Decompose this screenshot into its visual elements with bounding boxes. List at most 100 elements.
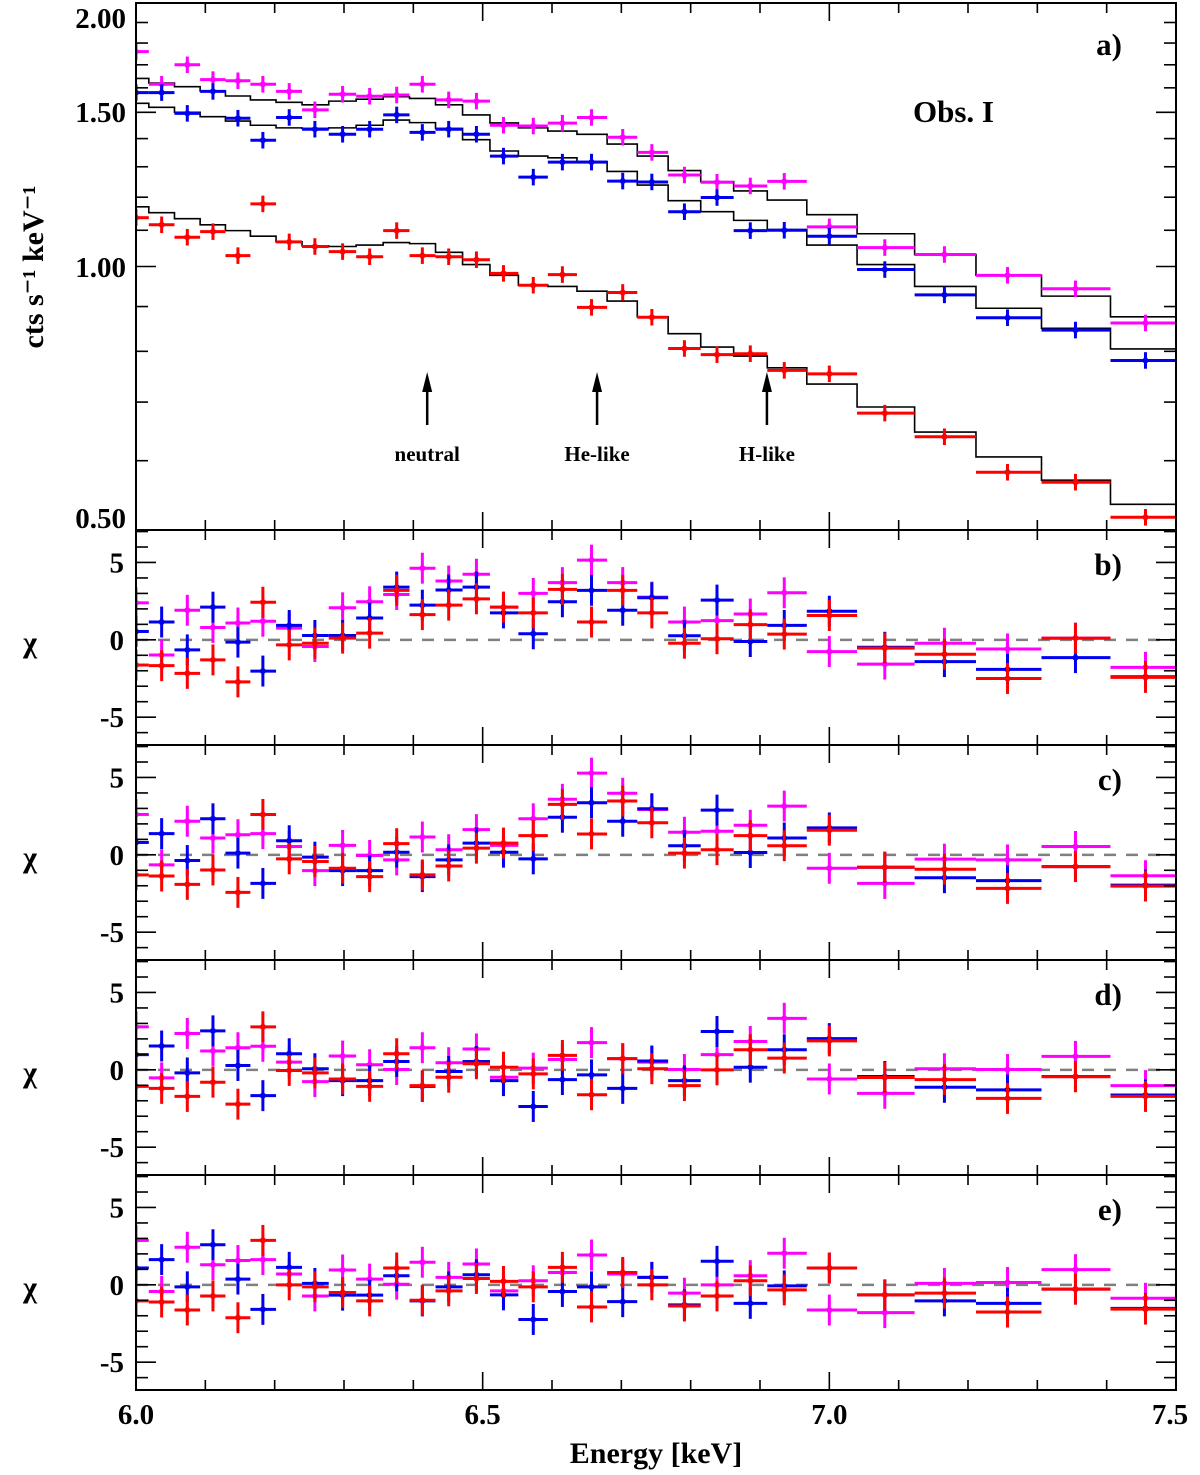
marker [681, 850, 688, 857]
residual-point-red [383, 828, 410, 860]
marker [530, 630, 537, 637]
marker [209, 834, 216, 841]
x-tick-label: 7.5 [1152, 1399, 1188, 1431]
data-point-magenta [767, 173, 807, 190]
y-tick-label: 0 [110, 1270, 125, 1302]
marker [648, 1065, 655, 1072]
marker [286, 837, 293, 844]
marker [681, 640, 688, 647]
residual-point-red [914, 853, 976, 885]
residual-point-blue [767, 609, 807, 641]
residual-point-red [435, 1275, 463, 1307]
residual-point-red [668, 1070, 701, 1102]
residual-point-red [148, 1072, 175, 1104]
marker [366, 630, 373, 637]
residual-point-blue [518, 1304, 548, 1335]
marker [530, 174, 537, 181]
y-tick-label: 0 [110, 840, 125, 872]
data-point-magenta [302, 101, 329, 119]
marker [419, 611, 426, 618]
residual-point-red [276, 1269, 303, 1301]
residual-point-red [806, 1252, 858, 1284]
marker [714, 807, 721, 814]
data-point-red [200, 223, 226, 240]
marker [826, 1037, 833, 1044]
marker [781, 178, 788, 185]
residual-panel-d: 5 0 -5 χ d) [22, 959, 1177, 1176]
data-point-blue [733, 222, 768, 239]
marker [209, 76, 216, 83]
marker [184, 607, 191, 614]
marker [1072, 654, 1079, 661]
marker [393, 1264, 400, 1271]
model-step-line-blue [136, 102, 1176, 350]
marker [781, 367, 788, 374]
marker [881, 410, 888, 417]
residual-point-red [733, 820, 768, 852]
data-point-red [733, 345, 768, 362]
residual-point-red [767, 618, 807, 650]
residual-point-red [767, 1042, 807, 1074]
residual-point-red [547, 1251, 577, 1283]
marker [286, 1067, 293, 1074]
residual-point-magenta [576, 1027, 608, 1059]
panel-label: c) [1098, 762, 1122, 797]
marker [714, 635, 721, 642]
marker [419, 834, 426, 841]
marker [339, 842, 346, 849]
residual-point-blue [225, 837, 251, 869]
residual-point-red [576, 818, 608, 850]
data-point-red [700, 346, 734, 363]
residual-point-red [637, 1269, 669, 1301]
residual-point-red [250, 798, 277, 830]
spectrum-y-axis-label: cts s⁻¹ keV⁻¹ [17, 186, 50, 349]
residual-point-red [302, 846, 329, 877]
residual-point-red [806, 814, 858, 846]
marker [681, 172, 688, 179]
residual-point-red [409, 859, 436, 891]
marker [781, 803, 788, 810]
residual-point-red [174, 1080, 201, 1112]
data-point-blue [547, 153, 577, 171]
marker [1142, 357, 1149, 364]
marker [619, 178, 626, 185]
marker [339, 865, 346, 872]
marker [530, 123, 537, 130]
marker [286, 855, 293, 862]
residual-point-magenta [1041, 831, 1111, 862]
panel-frame [135, 529, 1177, 746]
panel-label: a) [1096, 27, 1122, 62]
residual-point-red [383, 574, 410, 606]
marker [158, 1298, 165, 1305]
marker [286, 114, 293, 121]
residual-point-red [328, 1277, 357, 1309]
marker [311, 126, 318, 133]
residual-point-blue [607, 1072, 638, 1104]
marker [234, 252, 241, 259]
marker [259, 811, 266, 818]
y-tick-label: 1.50 [75, 97, 126, 129]
marker [339, 248, 346, 255]
marker [234, 1044, 241, 1051]
marker [941, 433, 948, 440]
residual-point-red [1110, 661, 1176, 693]
marker [747, 1300, 754, 1307]
residual-point-magenta [576, 757, 608, 789]
marker [445, 862, 452, 869]
residual-point-blue [250, 655, 277, 687]
marker [209, 1241, 216, 1248]
marker [1004, 885, 1011, 892]
data-point-magenta [250, 76, 277, 93]
marker [530, 832, 537, 839]
data-point-red [576, 299, 608, 316]
marker [559, 1264, 566, 1271]
marker [781, 1015, 788, 1022]
data-point-blue [462, 125, 490, 143]
residual-point-blue [225, 1050, 251, 1081]
y-tick-label: 5 [110, 547, 125, 579]
residual-point-red [383, 1252, 410, 1284]
marker [747, 621, 754, 628]
marker [588, 770, 595, 777]
marker [234, 831, 241, 838]
marker [311, 858, 318, 865]
